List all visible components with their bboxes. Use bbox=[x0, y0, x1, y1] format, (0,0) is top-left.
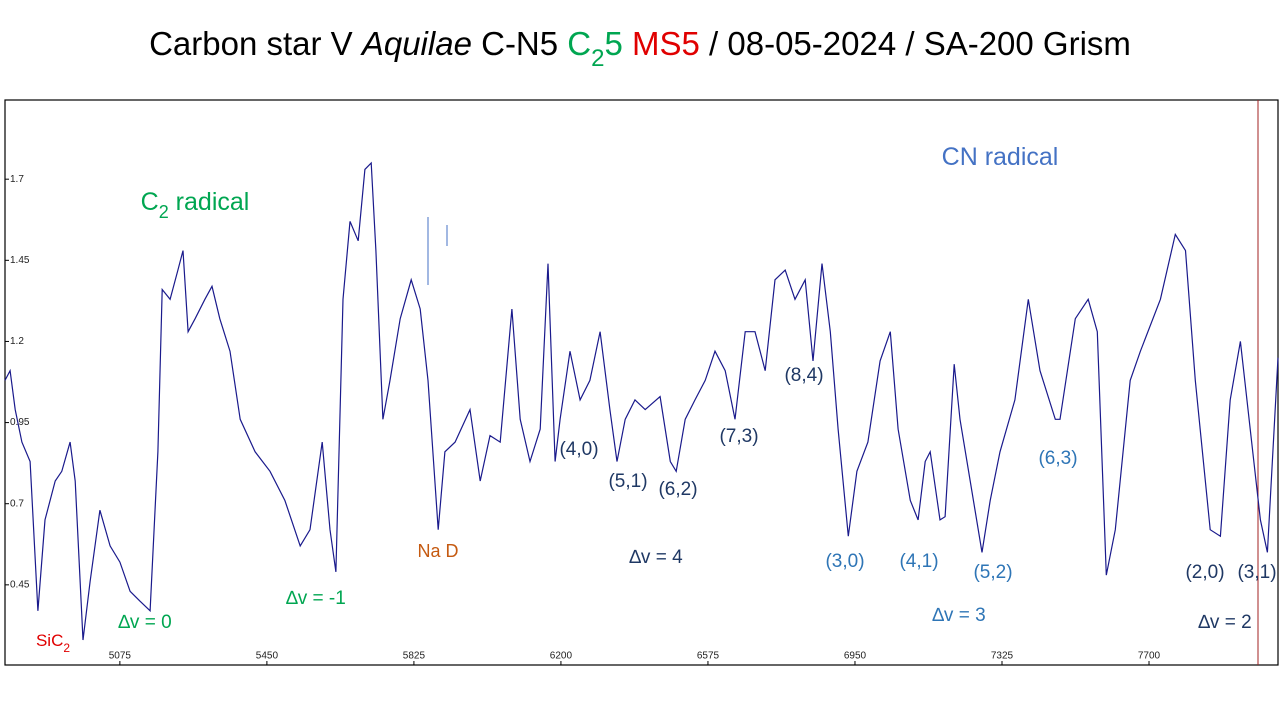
annotation-part: radical bbox=[169, 188, 250, 216]
annotation-part: (4,0) bbox=[559, 439, 598, 460]
annotation-part: (3,0) bbox=[825, 551, 864, 572]
annotation: (2,0) bbox=[1185, 562, 1224, 583]
annotation-part: (5,2) bbox=[973, 562, 1012, 583]
annotation: ∆v = 2 bbox=[1198, 612, 1251, 633]
annotation: (8,4) bbox=[784, 365, 823, 386]
title-part: 5 bbox=[604, 25, 622, 62]
annotation: CN radical bbox=[942, 143, 1059, 171]
title-part: Aquilae bbox=[360, 25, 472, 62]
annotation-part: ∆v = 3 bbox=[932, 605, 985, 626]
y-tick-label: 1.45 bbox=[10, 255, 30, 266]
spectrum-line bbox=[4, 161, 1279, 641]
annotation-part: ∆v = 0 bbox=[118, 612, 171, 633]
annotation-part: ∆v = 4 bbox=[629, 547, 683, 568]
annotation: ∆v = -1 bbox=[286, 588, 346, 609]
annotation: (5,2) bbox=[973, 562, 1012, 583]
y-tick-label: 1.7 bbox=[10, 174, 24, 185]
annotation-part: (2,0) bbox=[1185, 562, 1224, 583]
y-tick-label: 0.95 bbox=[10, 417, 30, 428]
annotation: C2 radical bbox=[141, 188, 250, 222]
annotation-part: C bbox=[141, 188, 159, 216]
annotation-part: (6,2) bbox=[658, 479, 697, 500]
annotation-part: 2 bbox=[63, 641, 70, 655]
annotation: ∆v = 0 bbox=[118, 612, 171, 633]
title-part: / 08-05-2024 / SA-200 Grism bbox=[700, 25, 1131, 62]
x-tick-label: 6200 bbox=[550, 651, 573, 662]
annotation: SiC2 bbox=[36, 631, 70, 655]
annotation-part: (8,4) bbox=[784, 365, 823, 386]
x-tick-label: 5075 bbox=[109, 651, 132, 662]
annotation: Na D bbox=[417, 541, 458, 561]
y-tick-label: 1.2 bbox=[10, 336, 24, 347]
x-tick-label: 7700 bbox=[1138, 651, 1161, 662]
chart-title: Carbon star V Aquilae C-N5 C25 MS5 / 08-… bbox=[149, 25, 1131, 72]
x-tick-label: 5825 bbox=[403, 651, 426, 662]
annotation: (7,3) bbox=[719, 426, 758, 447]
annotation: (4,1) bbox=[899, 551, 938, 572]
annotation-part: (6,3) bbox=[1038, 448, 1077, 469]
annotation-part: SiC bbox=[36, 631, 63, 650]
annotation: (6,2) bbox=[658, 479, 697, 500]
annotation-part: (5,1) bbox=[608, 471, 647, 492]
annotation-part: (7,3) bbox=[719, 426, 758, 447]
y-tick-label: 0.45 bbox=[10, 579, 30, 590]
annotation: (6,3) bbox=[1038, 448, 1077, 469]
annotation: (4,0) bbox=[559, 439, 598, 460]
annotation-part: ∆v = -1 bbox=[286, 588, 346, 609]
annotation: ∆v = 4 bbox=[629, 547, 683, 568]
x-tick-label: 5450 bbox=[256, 651, 279, 662]
title-part: 2 bbox=[591, 45, 604, 72]
annotation-part: Na D bbox=[417, 541, 458, 561]
annotation-part: (4,1) bbox=[899, 551, 938, 572]
annotation: (5,1) bbox=[608, 471, 647, 492]
annotation-part: (3,1) bbox=[1237, 562, 1276, 583]
annotation: (3,1) bbox=[1237, 562, 1276, 583]
title-part: C bbox=[567, 25, 591, 62]
annotation-part: CN radical bbox=[942, 143, 1059, 171]
title-part: Carbon star V bbox=[149, 25, 362, 62]
annotation: (3,0) bbox=[825, 551, 864, 572]
plot-frame bbox=[4, 99, 1279, 666]
annotation: ∆v = 3 bbox=[932, 605, 985, 626]
annotation-part: ∆v = 2 bbox=[1198, 612, 1251, 633]
annotation-part: 2 bbox=[159, 202, 169, 222]
title-part: C-N5 bbox=[472, 25, 567, 62]
x-tick-label: 7325 bbox=[991, 651, 1014, 662]
title-part: MS5 bbox=[623, 25, 700, 62]
x-tick-label: 6950 bbox=[844, 651, 867, 662]
y-tick-label: 0.7 bbox=[10, 498, 24, 509]
x-tick-label: 6575 bbox=[697, 651, 720, 662]
